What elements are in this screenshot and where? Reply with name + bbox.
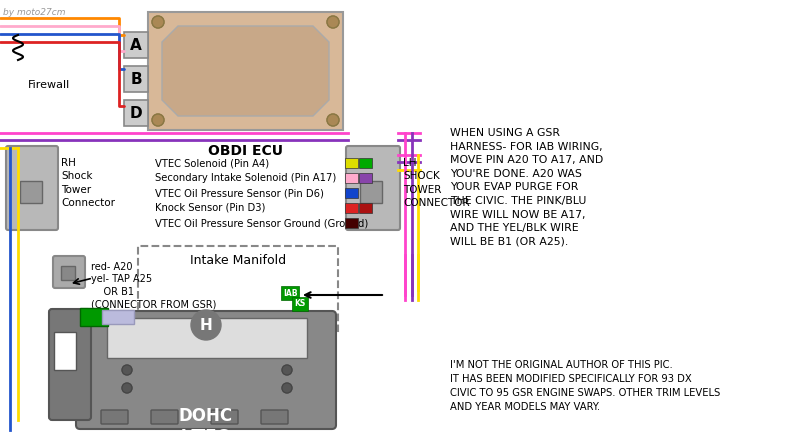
Text: red- A20
yel- TAP A25
    OR B1
(CONNECTOR FROM GSR): red- A20 yel- TAP A25 OR B1 (CONNECTOR F… [91, 262, 216, 309]
Text: VTEC Oil Pressure Sensor Ground (Ground): VTEC Oil Pressure Sensor Ground (Ground) [155, 218, 368, 228]
Text: Knock Sensor (Pin D3): Knock Sensor (Pin D3) [155, 203, 266, 213]
FancyBboxPatch shape [345, 188, 358, 198]
FancyBboxPatch shape [124, 32, 148, 58]
Text: Secondary Intake Solenoid (Pin A17): Secondary Intake Solenoid (Pin A17) [155, 173, 336, 183]
FancyBboxPatch shape [148, 12, 343, 130]
FancyBboxPatch shape [345, 173, 358, 183]
FancyBboxPatch shape [80, 308, 108, 326]
Circle shape [122, 383, 132, 393]
FancyBboxPatch shape [359, 158, 372, 168]
FancyBboxPatch shape [6, 146, 58, 230]
FancyBboxPatch shape [76, 311, 336, 429]
Text: D: D [130, 106, 142, 120]
Text: VTEC Oil Pressure Sensor (Pin D6): VTEC Oil Pressure Sensor (Pin D6) [155, 188, 324, 198]
Circle shape [327, 114, 339, 126]
Text: LH
SHOCK
TOWER
CONNECTOR: LH SHOCK TOWER CONNECTOR [403, 158, 470, 208]
Text: I'M NOT THE ORIGINAL AUTHOR OF THIS PIC.
IT HAS BEEN MODIFIED SPECIFICALLY FOR 9: I'M NOT THE ORIGINAL AUTHOR OF THIS PIC.… [450, 360, 720, 412]
FancyBboxPatch shape [61, 266, 75, 280]
Polygon shape [162, 26, 329, 116]
FancyBboxPatch shape [345, 218, 358, 228]
Text: Firewall: Firewall [28, 80, 70, 90]
Circle shape [327, 16, 339, 28]
Circle shape [191, 310, 221, 340]
Text: H: H [200, 318, 212, 333]
FancyBboxPatch shape [101, 410, 128, 424]
FancyBboxPatch shape [124, 100, 148, 126]
FancyBboxPatch shape [211, 410, 238, 424]
FancyBboxPatch shape [49, 309, 91, 420]
Text: KS: KS [294, 300, 306, 309]
FancyBboxPatch shape [261, 410, 288, 424]
Text: OBDI ECU: OBDI ECU [208, 144, 283, 158]
Circle shape [152, 114, 164, 126]
Text: VTEC Solenoid (Pin A4): VTEC Solenoid (Pin A4) [155, 158, 269, 168]
FancyBboxPatch shape [53, 256, 85, 288]
FancyBboxPatch shape [346, 146, 400, 230]
Text: WHEN USING A GSR
HARNESS- FOR IAB WIRING,
MOVE PIN A20 TO A17, AND
YOU'RE DONE. : WHEN USING A GSR HARNESS- FOR IAB WIRING… [450, 128, 603, 247]
FancyBboxPatch shape [359, 173, 372, 183]
FancyBboxPatch shape [360, 181, 382, 203]
FancyBboxPatch shape [359, 203, 372, 213]
FancyBboxPatch shape [102, 310, 134, 324]
Circle shape [282, 383, 292, 393]
FancyBboxPatch shape [151, 410, 178, 424]
Text: DOHC
VTEC: DOHC VTEC [179, 407, 233, 446]
FancyBboxPatch shape [345, 158, 358, 168]
FancyBboxPatch shape [345, 203, 358, 213]
Circle shape [282, 365, 292, 375]
Text: A: A [130, 37, 142, 53]
Text: IAB: IAB [282, 289, 298, 297]
Circle shape [122, 365, 132, 375]
Text: RH
Shock
Tower
Connector: RH Shock Tower Connector [61, 158, 115, 208]
Text: B: B [130, 71, 142, 87]
FancyBboxPatch shape [20, 181, 42, 203]
Text: by moto27cm: by moto27cm [3, 8, 66, 17]
Bar [54, 332, 76, 370]
FancyBboxPatch shape [107, 318, 307, 358]
FancyBboxPatch shape [124, 66, 148, 92]
Circle shape [152, 16, 164, 28]
Text: Intake Manifold: Intake Manifold [190, 254, 286, 267]
